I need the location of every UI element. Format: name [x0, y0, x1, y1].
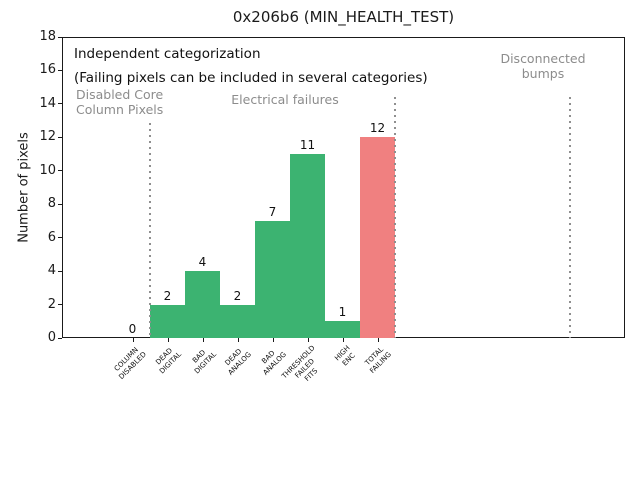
x-tick-mark: [342, 338, 344, 342]
y-tick-mark: [58, 337, 62, 339]
bar-dead-analog: [220, 304, 255, 338]
bar-threshold-failed-fits: [290, 154, 325, 338]
bar-total-failing: [360, 137, 395, 338]
bar-value-label-dead-digital: 2: [163, 288, 172, 303]
y-tick-label: 18: [39, 29, 56, 44]
bar-value-label-total-failing: 12: [369, 121, 386, 136]
bar-value-label-dead-analog: 2: [233, 288, 242, 303]
bar-bad-digital: [185, 271, 220, 338]
y-tick-mark: [58, 36, 62, 38]
bar-value-label-bad-analog: 7: [268, 204, 277, 219]
x-tick-label-bad-digital: BAD DIGITAL: [190, 348, 218, 376]
bar-bad-analog: [255, 220, 290, 338]
y-tick-label: 0: [47, 330, 56, 345]
x-tick-label-total-failing: TOTAL FAILING: [363, 345, 393, 376]
x-tick-label-dead-analog: DEAD ANALOG: [223, 347, 253, 377]
x-tick-label-high-enc: HIGH ENC: [332, 344, 357, 368]
annotation-failing-pixels-note: (Failing pixels can be included in sever…: [74, 70, 428, 86]
bar-value-label-bad-digital: 4: [198, 255, 207, 270]
x-tick-mark: [167, 338, 169, 342]
y-tick-label: 2: [47, 296, 56, 312]
y-tick-mark: [58, 304, 62, 306]
annotation-independent-categorization: Independent categorization: [74, 46, 261, 62]
bar-value-label-high-enc: 1: [338, 305, 347, 320]
bar-value-label-column-disabled: 0: [128, 322, 137, 336]
x-tick-mark: [237, 338, 239, 342]
bar-dead-digital: [150, 304, 185, 338]
x-tick-mark: [132, 338, 134, 342]
y-tick-label: 10: [39, 162, 56, 178]
y-tick-mark: [58, 136, 62, 138]
x-tick-mark: [272, 338, 274, 342]
y-tick-label: 12: [39, 129, 56, 145]
y-tick-mark: [58, 270, 62, 272]
y-tick-label: 16: [39, 62, 56, 78]
y-tick-mark: [58, 69, 62, 71]
x-tick-mark: [377, 338, 379, 342]
y-tick-mark: [58, 170, 62, 172]
bar-high-enc: [325, 321, 360, 338]
x-tick-label-column-disabled: COLUMN DISABLED: [112, 345, 148, 382]
region-separator-dotted-line: [394, 97, 396, 338]
x-tick-mark: [307, 338, 309, 342]
y-tick-label: 8: [47, 196, 56, 212]
y-tick-mark: [58, 103, 62, 105]
region-label-disconnected-bumps: Disconnected bumps: [500, 51, 586, 81]
region-separator-dotted-line: [149, 123, 151, 338]
y-tick-label: 6: [47, 229, 56, 245]
region-label-disabled-core-column-pixels: Disabled Core Column Pixels: [76, 87, 164, 117]
bar-value-label-threshold-failed-fits: 11: [299, 138, 316, 153]
y-tick-label: 4: [47, 263, 56, 279]
y-tick-label: 14: [39, 95, 56, 111]
region-label-electrical-failures: Electrical failures: [231, 92, 339, 107]
plot-area: [62, 37, 625, 338]
y-tick-mark: [58, 237, 62, 239]
x-tick-label-dead-digital: DEAD DIGITAL: [153, 346, 183, 376]
x-tick-label-threshold-failed-fits: THRESHOLD FAILED FITS: [279, 344, 319, 384]
region-separator-dotted-line: [569, 97, 571, 338]
x-tick-mark: [202, 338, 204, 342]
chart-title: 0x206b6 (MIN_HEALTH_TEST): [232, 8, 455, 26]
y-tick-mark: [58, 203, 62, 205]
